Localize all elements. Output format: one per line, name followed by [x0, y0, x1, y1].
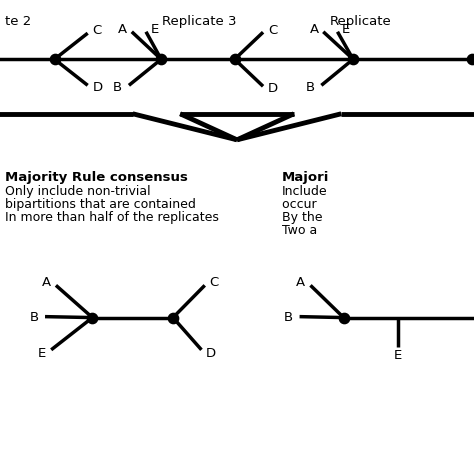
Text: Majori: Majori	[282, 171, 329, 184]
Text: occur: occur	[282, 198, 320, 211]
Text: E: E	[38, 346, 46, 360]
Point	[231, 55, 238, 63]
Text: Majority Rule consensus: Majority Rule consensus	[5, 171, 188, 184]
Text: E: E	[342, 23, 350, 36]
Text: Two a: Two a	[282, 224, 317, 237]
Text: C: C	[210, 276, 219, 290]
Text: B: B	[113, 81, 122, 94]
Text: A: A	[42, 276, 51, 290]
Text: In more than half of the replicates: In more than half of the replicates	[5, 211, 219, 224]
Point	[51, 55, 58, 63]
Text: B: B	[30, 311, 39, 324]
Point	[340, 314, 347, 321]
Point	[349, 55, 357, 63]
Text: A: A	[118, 23, 127, 36]
Text: D: D	[206, 346, 216, 360]
Text: A: A	[310, 23, 319, 36]
Text: By the: By the	[282, 211, 322, 224]
Text: B: B	[306, 81, 315, 94]
Text: Replicate: Replicate	[329, 15, 391, 28]
Point	[468, 55, 474, 63]
Text: D: D	[92, 81, 102, 94]
Text: Include: Include	[282, 185, 328, 199]
Text: Replicate 3: Replicate 3	[162, 15, 237, 28]
Text: C: C	[92, 24, 102, 37]
Point	[89, 314, 96, 321]
Text: B: B	[284, 311, 293, 324]
Text: Only include non-trivial: Only include non-trivial	[5, 185, 150, 199]
Text: bipartitions that are contained: bipartitions that are contained	[5, 198, 196, 211]
Text: D: D	[268, 82, 278, 95]
Text: te 2: te 2	[5, 15, 31, 28]
Text: E: E	[151, 23, 159, 36]
Point	[169, 314, 177, 321]
Text: C: C	[268, 24, 277, 37]
Point	[157, 55, 165, 63]
Text: E: E	[394, 349, 402, 362]
Text: A: A	[296, 276, 305, 290]
